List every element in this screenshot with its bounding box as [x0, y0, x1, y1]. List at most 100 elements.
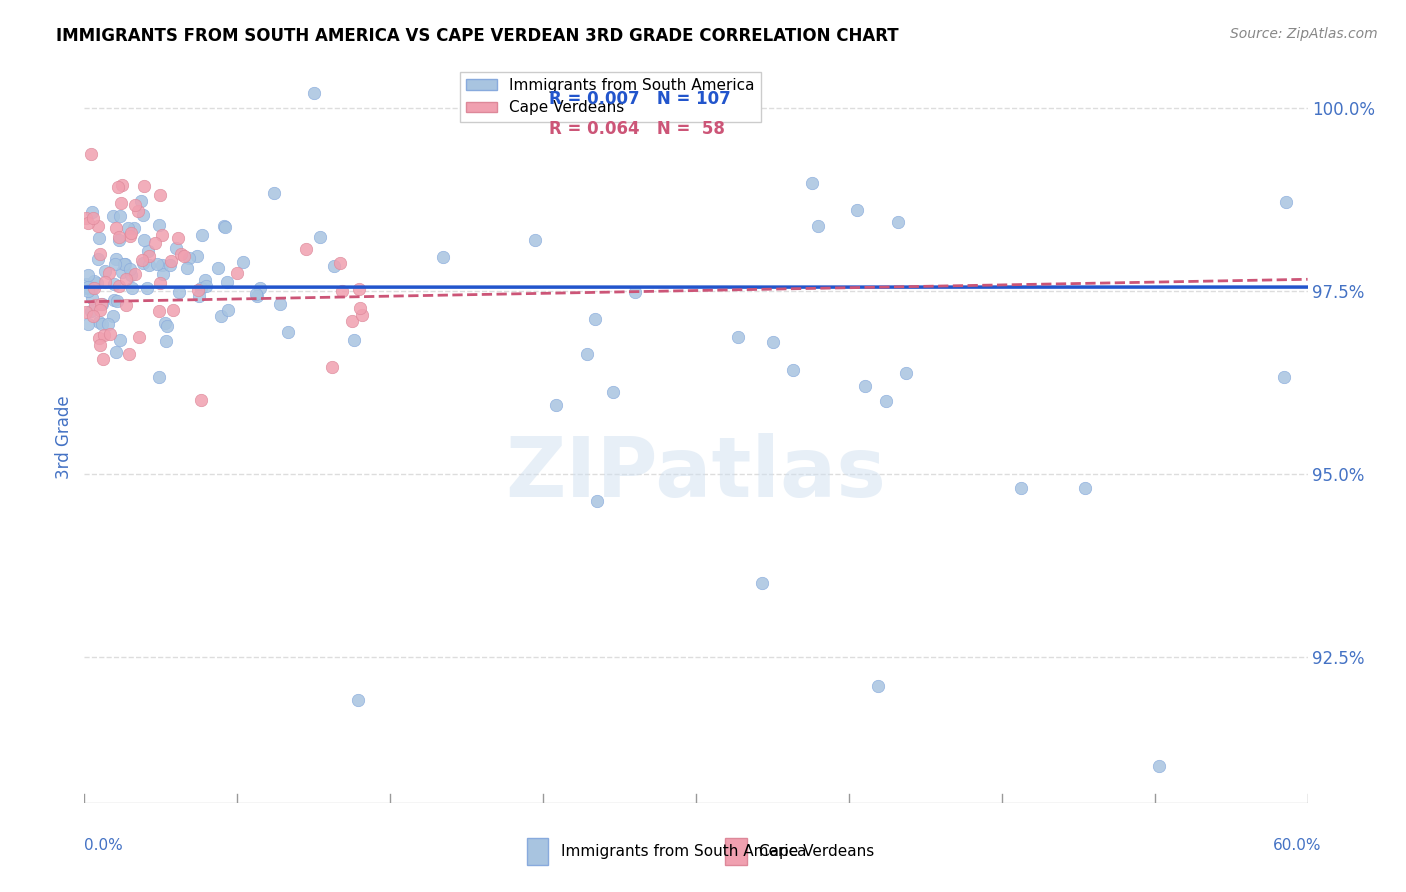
Point: [97, 317, 120, 331]
Point: [586, 494, 609, 508]
Point: [80, 291, 103, 305]
Point: [93, 328, 115, 343]
FancyBboxPatch shape: [725, 838, 747, 865]
Point: [87, 219, 110, 234]
Point: [110, 178, 132, 192]
Point: [94, 264, 117, 278]
Point: [1010, 481, 1032, 495]
Point: [75, 277, 97, 291]
Point: [108, 229, 131, 244]
Point: [117, 220, 139, 235]
Text: R = 0.064   N =  58: R = 0.064 N = 58: [550, 120, 725, 137]
Point: [89, 247, 111, 261]
Point: [575, 347, 598, 361]
Point: [87, 252, 110, 266]
Point: [232, 255, 254, 269]
Point: [187, 289, 209, 303]
Point: [159, 254, 181, 268]
Point: [131, 252, 153, 267]
Point: [152, 267, 174, 281]
Point: [135, 281, 157, 295]
Point: [124, 267, 146, 281]
Point: [190, 392, 212, 407]
Point: [104, 256, 127, 270]
Point: [148, 303, 170, 318]
Point: [134, 233, 156, 247]
Point: [105, 345, 128, 359]
Point: [1275, 195, 1298, 210]
Point: [84, 298, 107, 312]
Point: [124, 198, 146, 212]
Point: [79, 147, 101, 161]
Point: [80, 204, 103, 219]
Point: [107, 180, 129, 194]
Point: [214, 219, 236, 234]
Point: [191, 228, 214, 243]
Point: [148, 370, 170, 384]
Point: [544, 398, 567, 412]
Point: [1074, 481, 1097, 495]
Point: [343, 333, 366, 347]
Point: [165, 241, 187, 255]
Text: Source: ZipAtlas.com: Source: ZipAtlas.com: [1230, 27, 1378, 41]
Text: IMMIGRANTS FROM SOUTH AMERICA VS CAPE VERDEAN 3RD GRADE CORRELATION CHART: IMMIGRANTS FROM SOUTH AMERICA VS CAPE VE…: [56, 27, 898, 45]
Point: [89, 314, 111, 328]
Point: [187, 283, 209, 297]
Point: [194, 279, 217, 293]
Point: [176, 260, 198, 275]
Point: [80, 304, 103, 318]
Point: [217, 303, 239, 318]
Point: [103, 277, 125, 291]
Point: [308, 229, 330, 244]
Point: [162, 303, 184, 318]
FancyBboxPatch shape: [527, 838, 548, 865]
Point: [138, 258, 160, 272]
Point: [118, 229, 141, 244]
Point: [602, 384, 624, 399]
Point: [82, 281, 104, 295]
Point: [87, 231, 110, 245]
Point: [155, 334, 177, 348]
Text: 0.0%: 0.0%: [84, 838, 124, 854]
Point: [294, 242, 316, 256]
Point: [103, 293, 125, 307]
Point: [190, 280, 212, 294]
Point: [76, 284, 98, 298]
Point: [212, 219, 235, 234]
Point: [98, 327, 121, 342]
Point: [352, 309, 374, 323]
Point: [132, 256, 155, 270]
Point: [225, 266, 247, 280]
Point: [89, 338, 111, 352]
Point: [215, 275, 238, 289]
Point: [269, 297, 291, 311]
Legend: Immigrants from South America, Cape Verdeans: Immigrants from South America, Cape Verd…: [460, 71, 761, 121]
Point: [342, 314, 364, 328]
Point: [886, 215, 908, 229]
Text: R = 0.007   N = 107: R = 0.007 N = 107: [550, 90, 731, 108]
Point: [90, 297, 112, 311]
Point: [118, 347, 141, 361]
Point: [727, 330, 749, 344]
Point: [105, 294, 128, 309]
Point: [108, 279, 131, 293]
Point: [583, 312, 606, 326]
Point: [329, 256, 352, 270]
Point: [524, 233, 547, 247]
Point: [120, 226, 142, 240]
Point: [89, 330, 111, 344]
Point: [782, 362, 804, 376]
Point: [91, 317, 114, 331]
Point: [894, 366, 917, 380]
Point: [249, 280, 271, 294]
Point: [246, 289, 269, 303]
Y-axis label: 3rd Grade: 3rd Grade: [55, 395, 73, 479]
Point: [75, 281, 97, 295]
Point: [853, 379, 876, 393]
Point: [330, 284, 353, 298]
Point: [82, 309, 104, 323]
Point: [156, 319, 179, 334]
Point: [153, 316, 176, 330]
Point: [122, 221, 145, 235]
Point: [194, 273, 217, 287]
